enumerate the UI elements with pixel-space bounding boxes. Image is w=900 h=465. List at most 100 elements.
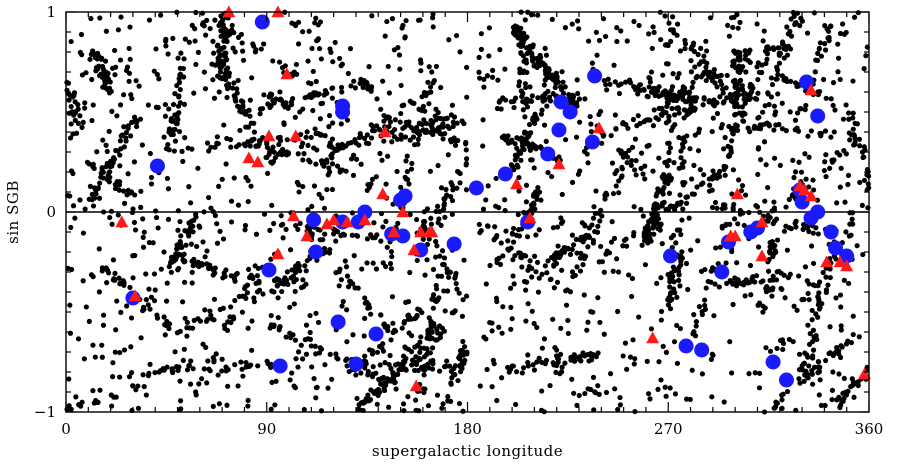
background-point — [804, 278, 810, 284]
red-triangle — [820, 255, 834, 268]
background-point — [803, 176, 809, 182]
background-point — [555, 243, 561, 249]
background-point — [90, 274, 96, 280]
background-point — [303, 322, 310, 328]
background-point — [327, 247, 333, 253]
background-point — [446, 37, 452, 43]
background-point — [70, 203, 77, 209]
background-point — [649, 89, 655, 95]
background-point — [105, 270, 112, 276]
background-point — [339, 61, 345, 67]
background-point — [732, 91, 738, 97]
red-triangle — [280, 67, 294, 80]
background-point — [771, 127, 777, 133]
background-point — [423, 120, 430, 127]
background-point — [426, 236, 432, 242]
background-point — [201, 366, 207, 372]
background-point — [843, 229, 849, 235]
background-point — [214, 221, 220, 227]
background-point — [210, 272, 216, 278]
background-point — [706, 176, 712, 182]
background-point — [780, 41, 786, 47]
background-point — [329, 161, 336, 167]
background-point — [415, 136, 421, 142]
blue-point — [810, 204, 826, 220]
background-point — [730, 24, 736, 31]
background-point — [703, 64, 709, 70]
background-point — [570, 273, 576, 280]
background-point — [376, 376, 382, 382]
red-triangle — [724, 229, 738, 242]
background-point — [642, 176, 648, 182]
background-point — [562, 245, 569, 251]
background-point — [614, 256, 620, 262]
background-point — [161, 134, 167, 140]
background-point — [717, 73, 723, 79]
background-point — [731, 58, 737, 64]
background-point — [436, 216, 442, 222]
background-point — [631, 18, 637, 25]
background-point — [476, 221, 482, 228]
background-point — [103, 142, 109, 148]
background-point — [861, 154, 867, 160]
background-point — [615, 406, 621, 413]
background-point — [658, 308, 665, 315]
background-point — [295, 41, 302, 47]
background-point — [181, 56, 187, 62]
background-point — [576, 26, 582, 32]
background-point — [256, 280, 262, 286]
background-point — [181, 101, 188, 107]
background-point — [211, 296, 218, 302]
background-point — [565, 330, 571, 337]
background-point — [308, 343, 314, 349]
background-point — [725, 22, 731, 29]
background-point — [117, 374, 123, 380]
background-point — [609, 219, 615, 225]
background-point — [295, 349, 302, 355]
background-point — [632, 356, 638, 362]
background-point — [804, 30, 811, 36]
background-point — [686, 215, 692, 221]
background-point — [617, 402, 623, 408]
background-point — [668, 38, 674, 44]
background-point — [779, 397, 785, 403]
background-point — [380, 260, 386, 266]
background-point — [405, 393, 411, 400]
background-point — [772, 243, 778, 249]
background-point — [328, 49, 334, 55]
background-point — [827, 165, 833, 171]
background-point — [533, 62, 539, 68]
blue-point — [714, 264, 730, 280]
background-point — [180, 257, 186, 263]
background-point — [104, 148, 110, 155]
background-point — [391, 134, 397, 140]
background-point — [703, 38, 709, 44]
blue-point — [553, 94, 569, 110]
background-point — [627, 80, 634, 86]
background-point — [415, 17, 422, 23]
background-point — [238, 359, 244, 365]
background-point — [545, 169, 551, 176]
background-point — [709, 204, 716, 211]
background-point — [435, 162, 441, 169]
background-point — [712, 199, 719, 206]
background-point — [248, 362, 254, 368]
background-point — [183, 242, 189, 248]
background-point — [420, 103, 426, 109]
background-point — [434, 243, 440, 249]
background-point — [309, 231, 315, 237]
background-point — [810, 230, 816, 236]
background-point — [90, 102, 96, 108]
background-point — [650, 24, 656, 30]
background-point — [726, 33, 732, 39]
background-point — [711, 67, 717, 73]
background-point — [700, 102, 706, 108]
background-point — [654, 212, 660, 218]
background-point — [135, 405, 142, 411]
background-point — [380, 78, 386, 84]
background-point — [662, 159, 668, 166]
background-point — [275, 295, 281, 301]
background-point — [362, 315, 368, 321]
background-point — [329, 151, 335, 157]
blue-point — [335, 98, 351, 114]
